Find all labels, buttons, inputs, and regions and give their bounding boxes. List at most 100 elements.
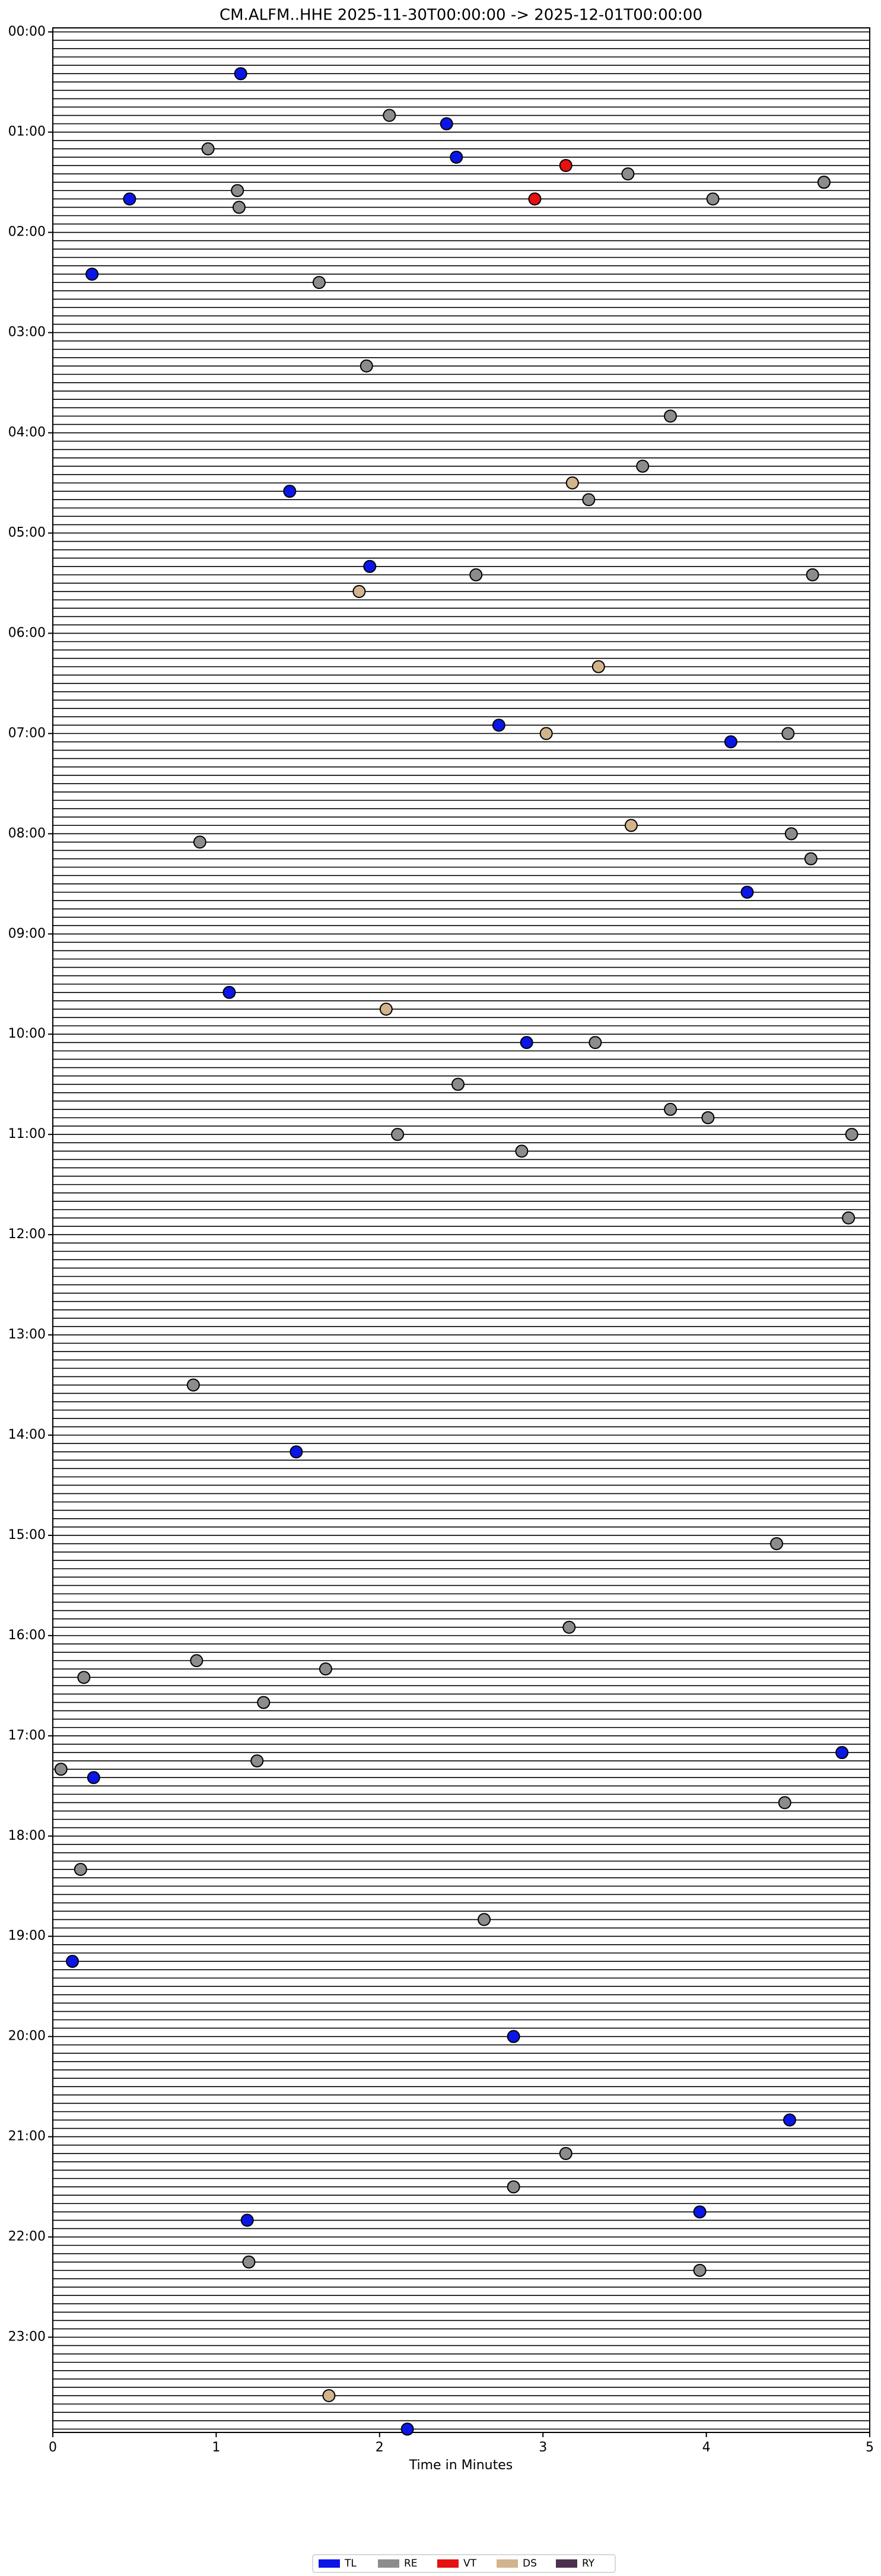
event-marker <box>591 660 605 673</box>
event-marker <box>201 142 215 155</box>
event-marker <box>319 1662 332 1676</box>
event-marker <box>363 559 377 573</box>
y-tick-label: 14:00 <box>8 1427 46 1442</box>
event-marker <box>234 67 247 81</box>
event-marker <box>621 167 635 181</box>
event-marker <box>123 192 136 206</box>
y-tick-label: 22:00 <box>8 2230 46 2244</box>
x-axis-label: Time in Minutes <box>409 2458 513 2473</box>
event-marker <box>664 1102 678 1116</box>
event-marker <box>701 1111 715 1124</box>
event-marker <box>806 568 819 581</box>
y-tick-label: 11:00 <box>8 1127 46 1141</box>
legend: TL RE VT DS RY <box>312 2554 616 2573</box>
event-marker <box>242 2255 256 2269</box>
event-marker <box>250 1754 264 1768</box>
event-marker <box>352 584 366 598</box>
event-marker <box>379 1002 393 1016</box>
legend-swatch <box>437 2559 459 2568</box>
y-tick-label: 21:00 <box>8 2129 46 2144</box>
event-marker <box>54 1763 68 1776</box>
y-tick-label: 15:00 <box>8 1528 46 1543</box>
event-marker <box>507 2030 520 2043</box>
event-marker <box>193 835 206 849</box>
event-marker <box>257 1696 271 1709</box>
legend-swatch <box>319 2559 340 2568</box>
event-marker <box>539 727 553 740</box>
legend-swatch <box>378 2559 399 2568</box>
y-tick-label: 05:00 <box>8 525 46 540</box>
event-marker <box>515 1144 529 1158</box>
event-marker <box>360 359 373 373</box>
event-marker <box>565 476 579 490</box>
event-marker <box>804 852 818 866</box>
event-marker <box>589 1036 602 1050</box>
event-marker <box>845 1128 858 1141</box>
event-marker <box>383 109 396 122</box>
x-tick-label: 2 <box>376 2440 384 2455</box>
event-marker <box>835 1746 849 1760</box>
legend-label: RY <box>582 2558 595 2569</box>
event-marker <box>85 268 99 281</box>
event-marker <box>817 176 831 189</box>
event-marker <box>693 2205 707 2219</box>
y-tick-label: 19:00 <box>8 1929 46 1944</box>
event-marker <box>783 2113 797 2127</box>
event-marker <box>784 827 798 841</box>
y-tick-label: 08:00 <box>8 826 46 841</box>
y-tick-label: 23:00 <box>8 2330 46 2345</box>
event-marker <box>706 192 720 206</box>
x-tick-label: 0 <box>49 2440 57 2455</box>
event-marker <box>87 1771 100 1785</box>
y-tick-label: 04:00 <box>8 425 46 440</box>
plot-frame <box>52 27 870 2433</box>
event-marker <box>77 1671 91 1684</box>
event-marker <box>478 1913 491 1926</box>
event-marker <box>232 201 246 214</box>
legend-frame <box>312 2554 616 2573</box>
chart-title: CM.ALFM..HHE 2025-11-30T00:00:00 -> 2025… <box>220 7 702 24</box>
event-marker <box>559 2146 573 2160</box>
y-tick-label: 20:00 <box>8 2029 46 2044</box>
y-tick-label: 12:00 <box>8 1227 46 1242</box>
event-marker <box>507 2180 520 2194</box>
event-marker <box>770 1537 784 1550</box>
event-marker <box>528 192 542 206</box>
event-marker <box>400 2422 414 2436</box>
event-marker <box>562 1620 576 1634</box>
event-marker <box>391 1128 405 1141</box>
x-tick-label: 3 <box>539 2440 547 2455</box>
legend-label: DS <box>523 2558 537 2569</box>
legend-label: VT <box>463 2558 477 2569</box>
legend-swatch <box>556 2559 577 2568</box>
event-marker <box>520 1036 533 1050</box>
legend-label: RE <box>404 2558 418 2569</box>
y-tick-label: 06:00 <box>8 625 46 640</box>
y-tick-label: 13:00 <box>8 1327 46 1342</box>
y-tick-label: 00:00 <box>8 24 46 39</box>
event-marker <box>231 184 244 198</box>
y-tick-label: 18:00 <box>8 1828 46 1843</box>
event-marker <box>781 727 795 740</box>
event-marker <box>222 985 236 999</box>
y-tick-label: 02:00 <box>8 225 46 240</box>
event-marker <box>322 2389 336 2402</box>
event-marker <box>778 1796 791 1809</box>
event-marker <box>624 819 638 832</box>
y-tick-label: 10:00 <box>8 1026 46 1041</box>
event-marker <box>664 409 678 423</box>
event-marker <box>740 885 754 899</box>
y-tick-label: 09:00 <box>8 926 46 941</box>
event-marker <box>190 1654 203 1668</box>
event-marker <box>440 117 453 131</box>
event-marker <box>451 1077 465 1091</box>
event-marker <box>186 1378 200 1392</box>
event-marker <box>283 485 297 498</box>
x-tick-label: 1 <box>212 2440 220 2455</box>
legend-label: TL <box>344 2558 357 2569</box>
legend-swatch <box>497 2559 518 2568</box>
y-tick-label: 03:00 <box>8 325 46 340</box>
event-marker <box>66 1954 79 1968</box>
event-marker <box>582 493 596 507</box>
